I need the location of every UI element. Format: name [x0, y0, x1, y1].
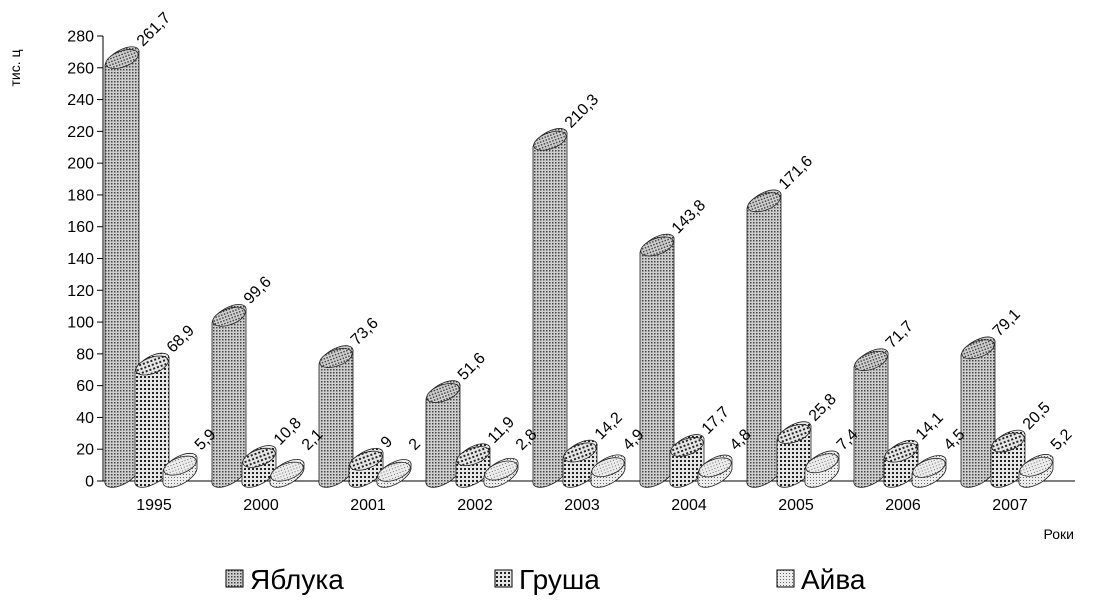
data-label: 68,9: [164, 322, 198, 356]
legend-item: Груша: [494, 564, 600, 595]
data-label: 79,1: [990, 306, 1024, 340]
data-label: 73,6: [348, 315, 382, 349]
y-tick-label: 240: [67, 92, 94, 109]
legend-label: Айва: [801, 564, 866, 595]
y-tick-label: 80: [76, 346, 94, 363]
bar-Яблука-2007: [960, 336, 996, 488]
bar-Груша-2002: [455, 443, 491, 488]
y-tick-label: 160: [67, 219, 94, 236]
legend-swatch: [776, 569, 795, 588]
bar-Яблука-2005: [746, 189, 782, 488]
x-tick-label: 2003: [564, 497, 600, 514]
data-label: 143,8: [669, 197, 709, 237]
bar-Айва-2006: [911, 455, 947, 488]
bar-Груша-2006: [883, 439, 919, 488]
data-label: 9: [378, 433, 396, 451]
y-tick-label: 120: [67, 283, 94, 300]
bar-Яблука-1995: [104, 46, 140, 488]
bar-Груша-2000: [241, 445, 277, 488]
bar-Яблука-2003: [532, 128, 568, 488]
data-label: 99,6: [241, 273, 275, 307]
bar-Груша-1995: [134, 352, 170, 488]
y-tick-label: 20: [76, 442, 94, 459]
x-tick-label: 2007: [992, 497, 1028, 514]
data-label: 261,7: [134, 10, 174, 50]
bar-Айва-2002: [483, 457, 519, 488]
bar-Груша-2005: [776, 421, 812, 488]
x-tick-label: 2000: [243, 497, 279, 514]
legend-label: Яблука: [250, 564, 344, 595]
y-tick-label: 180: [67, 187, 94, 204]
y-axis-title: тис. ц: [7, 49, 23, 86]
bar-Груша-2004: [669, 434, 705, 488]
y-tick-label: 200: [67, 156, 94, 173]
legend-label: Груша: [519, 564, 600, 595]
bar-Груша-2007: [990, 429, 1026, 488]
data-label: 25,8: [806, 391, 840, 425]
data-label: 5,2: [1048, 426, 1076, 454]
y-tick-label: 140: [67, 251, 94, 268]
bar-Айва-2003: [590, 454, 626, 488]
bar-Айва-2000: [269, 458, 305, 488]
axes: 0 20 40 60 80 100 120 140 160 180 200 220 240 260 280 1…: [67, 29, 1075, 514]
bar-Айва-1995: [162, 452, 198, 488]
data-label: 14,1: [913, 409, 947, 443]
bar-Яблука-2004: [639, 233, 675, 488]
data-label: 71,7: [883, 318, 917, 352]
data-label: 20,5: [1020, 399, 1054, 433]
legend-item: Айва: [776, 564, 866, 595]
bar-Айва-2004: [697, 454, 733, 488]
x-tick-label: 2005: [778, 497, 814, 514]
bar-Айва-2005: [804, 450, 840, 488]
data-label: 171,6: [776, 153, 816, 193]
bars: [104, 46, 1054, 488]
y-tick-label: 280: [67, 29, 94, 46]
x-tick-label: 1995: [136, 497, 172, 514]
bar-Груша-2003: [562, 439, 598, 488]
data-label: 17,7: [699, 404, 733, 438]
x-tick-label: 2004: [671, 497, 707, 514]
legend-item: Яблука: [225, 564, 344, 595]
legend-swatch: [225, 569, 244, 588]
data-label: 51,6: [455, 350, 489, 384]
data-label: 210,3: [562, 91, 602, 131]
x-tick-label: 2006: [885, 497, 921, 514]
bar-Яблука-2006: [853, 348, 889, 488]
bar-Яблука-2000: [211, 304, 247, 488]
bar-Яблука-2002: [425, 380, 461, 488]
data-label: 14,2: [592, 409, 626, 443]
legend-swatch: [494, 569, 513, 588]
y-tick-label: 220: [67, 124, 94, 141]
y-tick-label: 260: [67, 60, 94, 77]
y-tick-label: 40: [76, 410, 94, 427]
y-tick-label: 100: [67, 315, 94, 332]
bar-Яблука-2001: [318, 345, 354, 488]
x-tick-label: 2002: [457, 497, 493, 514]
bar-Груша-2001: [348, 448, 384, 488]
bar-Айва-2001: [376, 459, 412, 488]
data-labels: 261,768,95,999,610,82,173,69 251,611,92,8…: [134, 10, 1076, 454]
data-label: 2: [406, 435, 424, 453]
x-tick-label: 2001: [350, 497, 386, 514]
legend: Яблука Груша Айва: [225, 564, 866, 595]
bar-Айва-2007: [1018, 454, 1054, 488]
y-tick-label: 60: [76, 378, 94, 395]
x-axis-title: Роки: [1044, 526, 1074, 542]
y-tick-label: 0: [85, 474, 94, 491]
